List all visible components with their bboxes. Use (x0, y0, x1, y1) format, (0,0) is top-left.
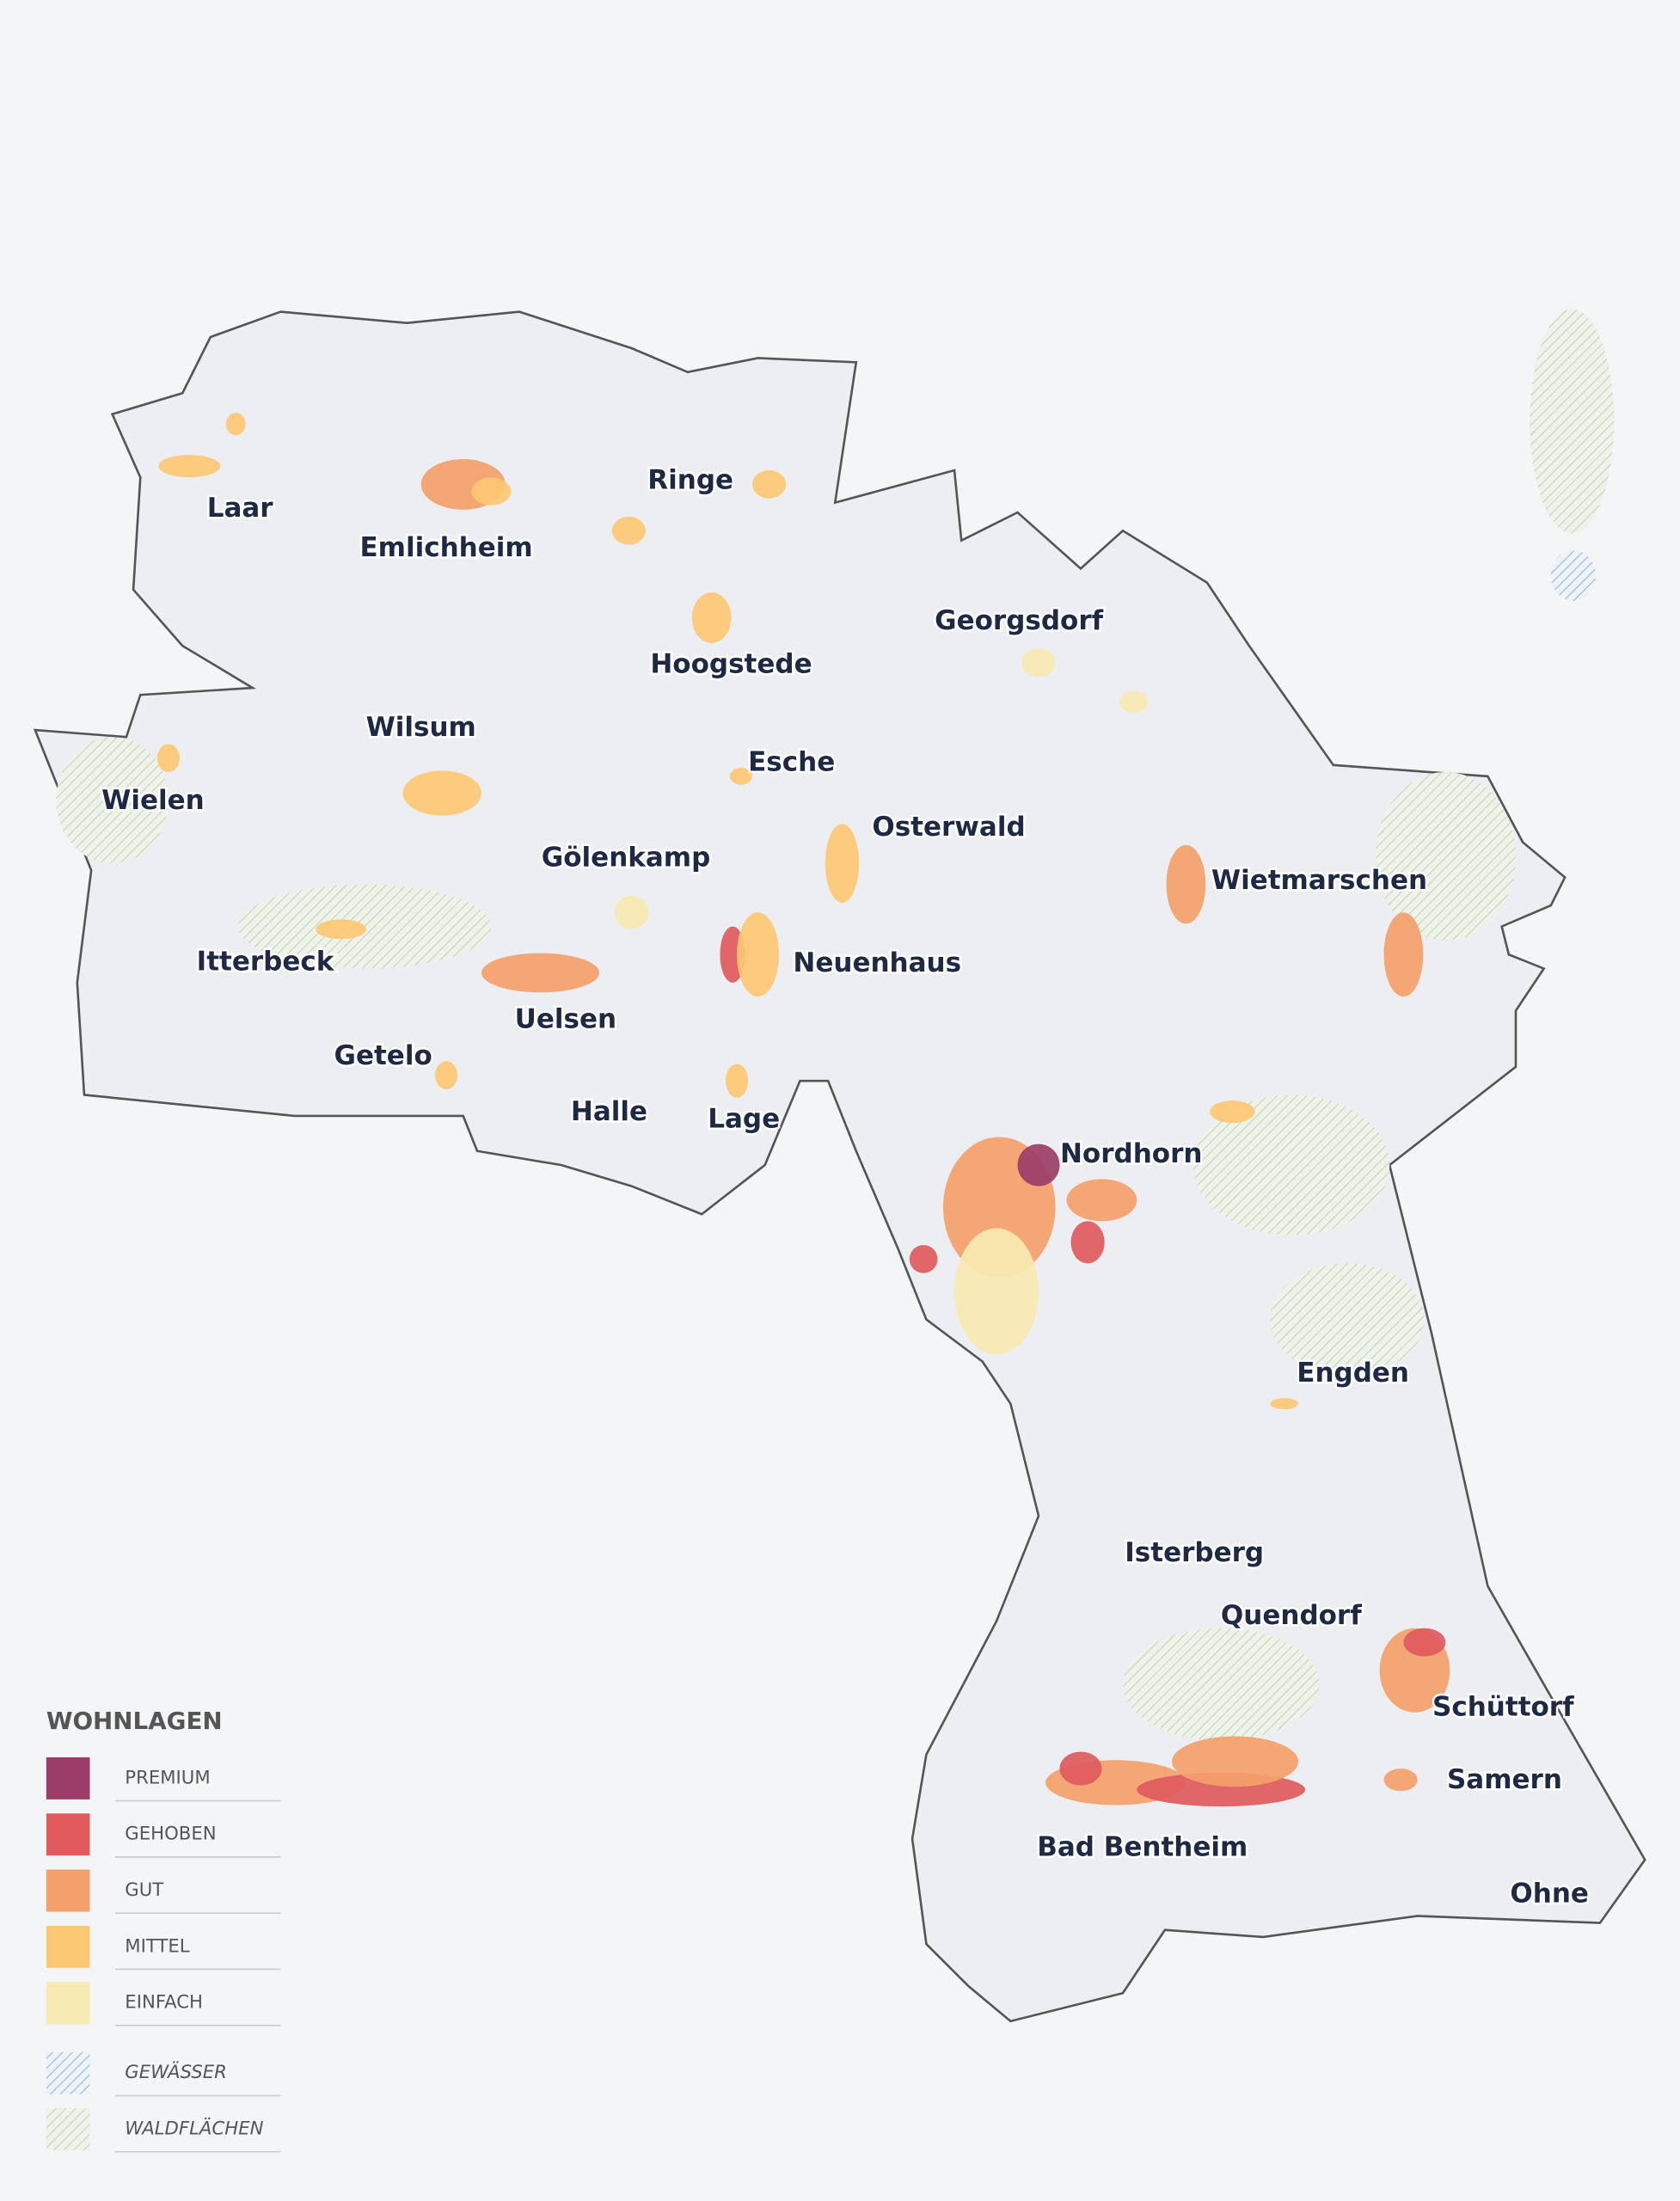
place-label: Osterwald (872, 812, 1025, 843)
place-label: Bad Bentheim (1037, 1832, 1248, 1863)
legend-swatch (46, 2108, 90, 2151)
legend-swatch (46, 1982, 90, 2025)
residential-area (316, 919, 367, 940)
place-label: Getelo (334, 1040, 432, 1071)
residential-area (691, 592, 732, 643)
residential-area (1210, 1100, 1255, 1124)
residential-area (471, 477, 512, 506)
residential-area (729, 768, 752, 785)
residential-area (156, 744, 180, 773)
place-label: Itterbeck (197, 947, 335, 978)
place-label: Hoogstede (650, 648, 812, 679)
legend-label: EINFACH (125, 1992, 203, 2014)
place-label: Ringe (647, 465, 733, 496)
residential-area (158, 455, 221, 478)
place-label: Engden (1297, 1358, 1409, 1389)
residential-area (1119, 690, 1149, 714)
place-label: Esche (748, 747, 835, 778)
legend-label: MITTEL (125, 1935, 190, 1957)
residential-area (1383, 912, 1424, 997)
residential-area (1059, 1751, 1102, 1786)
legend-swatch (46, 1925, 90, 1968)
residential-area (1017, 1143, 1060, 1186)
place-label: Wielen (101, 785, 205, 816)
district-outline (33, 310, 1646, 2023)
residential-area (737, 912, 779, 997)
place-label: Nordhorn (1060, 1138, 1202, 1169)
residential-area (825, 824, 860, 903)
residential-area (225, 413, 246, 436)
legend-title: WOHNLAGEN (46, 1707, 223, 1735)
place-label: Wietmarschen (1211, 865, 1427, 896)
legend-label: WALDFLÄCHEN (125, 2118, 263, 2140)
place-label: Ohne (1510, 1878, 1589, 1909)
residential-area (751, 470, 787, 499)
residential-area (1172, 1736, 1298, 1787)
residential-area (1383, 1769, 1418, 1792)
residential-area (1021, 648, 1056, 677)
place-label: Uelsen (515, 1003, 616, 1034)
legend-swatch (46, 1813, 90, 1856)
legend-label: GUT (125, 1879, 164, 1901)
place-label: Laar (207, 493, 274, 524)
residential-area (1403, 1628, 1446, 1657)
residential-area (481, 953, 600, 993)
place-label: Samern (1447, 1764, 1562, 1795)
place-label: Neuenhaus (793, 947, 961, 978)
place-label: Halle (571, 1096, 647, 1127)
legend: WOHNLAGEN PREMIUM GEHOBEN GUT MITTEL EINFACH G… (46, 1707, 281, 2153)
place-label: Georgsdorf (935, 605, 1103, 636)
place-label: Wilsum (366, 712, 476, 743)
place-label: Isterberg (1125, 1537, 1264, 1568)
residential-area (614, 895, 649, 929)
legend-label: GEHOBEN (125, 1824, 216, 1845)
residential-area (435, 1061, 458, 1089)
place-label: Schüttorf (1432, 1691, 1574, 1722)
residential-area (909, 1245, 938, 1273)
residential-area (402, 770, 481, 816)
residential-area (954, 1228, 1039, 1355)
place-label: Gölenkamp (542, 843, 710, 874)
residential-area (611, 516, 646, 545)
residential-area (1270, 1398, 1298, 1410)
residential-area (1070, 1221, 1105, 1264)
place-label: Emlichheim (360, 532, 533, 563)
legend-swatch (46, 1869, 90, 1912)
place-label: Lage (708, 1103, 780, 1134)
legend-swatch (46, 2051, 90, 2094)
residential-area (1066, 1179, 1137, 1222)
legend-label: GEWÄSSER (125, 2061, 227, 2083)
place-label: Quendorf (1221, 1600, 1362, 1631)
residential-area (725, 1064, 749, 1098)
residential-area (1166, 844, 1206, 924)
legend-label: PREMIUM (125, 1767, 210, 1788)
legend-swatch (46, 1757, 90, 1799)
